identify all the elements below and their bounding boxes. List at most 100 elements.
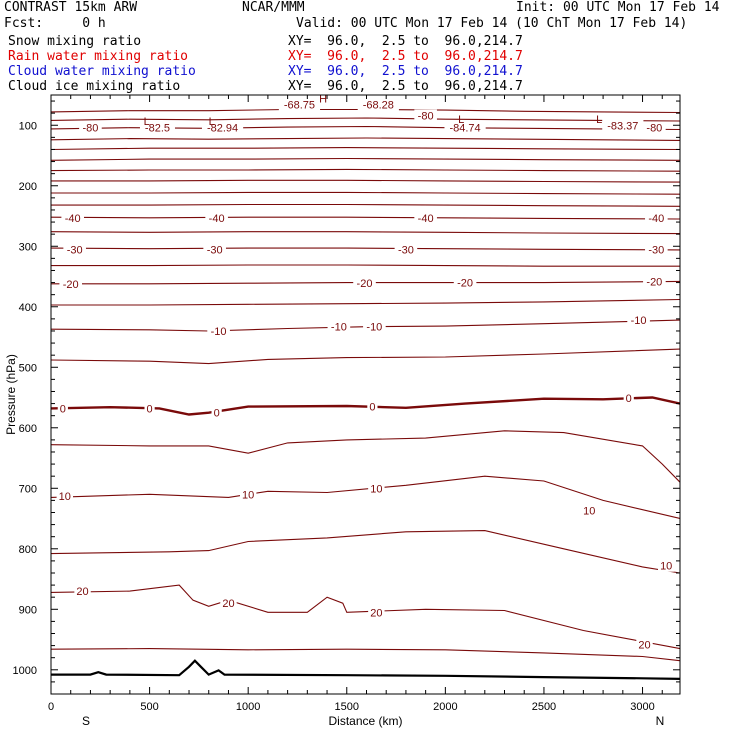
contour-label-bg [645,243,668,256]
y-tick-label: 800 [19,544,37,556]
field-xy-rain: XY= 96.0, 2.5 to 96.0,214.7 [288,49,523,64]
contour-label: -10 [331,322,347,334]
contour-label: -40 [65,213,81,225]
contour-label: -20 [63,279,79,291]
contour-label-bg [220,597,237,610]
contour-label-bg [203,243,226,256]
y-tick-label: 400 [19,302,37,314]
center-label: NCAR/MMM [242,0,305,15]
contour-label-bg [139,121,175,134]
contour-line [51,648,680,662]
contour-label: -30 [648,244,664,256]
contour-label: 0 [147,403,153,415]
contour-line [51,137,680,141]
valid-time: Valid: 00 UTC Mon 17 Feb 14 (10 ChT Mon … [296,16,688,31]
contour-label: -40 [648,213,664,225]
x-end-label: N [656,714,665,728]
contour-label-bg [207,324,230,337]
contour-label-bg [636,638,653,651]
x-tick-label: 3000 [630,701,654,713]
x-tick-label: 2500 [532,701,556,713]
y-tick-label: 900 [19,604,37,616]
contour-label-bg [239,488,257,501]
terrain-line [51,659,680,680]
contour-label-bg [278,98,321,111]
contour-line [51,584,680,650]
chart-title: CONTRAST 15km ARW [4,0,138,15]
contour-label: 10 [242,489,254,501]
contour-label-bg [144,402,155,415]
x-tick-label: 0 [48,701,54,713]
forecast-hour: Fcst: 0 h [4,16,106,31]
contour-label: -84.74 [449,123,480,135]
contour-label-bg [368,606,385,619]
contour-label-bg [627,314,650,327]
contour-label: -20 [457,278,473,290]
field-xy-snow: XY= 96.0, 2.5 to 96.0,214.7 [288,34,523,49]
contour-label-bg [79,121,102,134]
contour-line [51,191,680,195]
contour-line [51,247,680,251]
contour-label: 10 [583,506,595,518]
contour-label: -30 [207,244,223,256]
field-name-rain: Rain water mixing ratio [8,49,189,64]
field-xy-cloud-ice: XY= 96.0, 2.5 to 96.0,214.7 [288,79,523,94]
contour-label-bg [645,211,668,224]
contour-label: -10 [366,322,382,334]
y-tick-label: 1000 [13,665,37,677]
contour-label-bg [74,585,91,598]
y-tick-label: 500 [19,362,37,374]
contour-label-bg [414,109,437,122]
contour-label: -20 [357,278,373,290]
contour-line [51,168,680,172]
contour-line [51,348,680,365]
y-tick-label: 600 [19,423,37,435]
contour-label: -80 [418,111,434,123]
contour-label-bg [201,121,244,134]
contour-line [51,280,680,285]
contour-label: 20 [370,607,382,619]
contour-label: 0 [626,393,632,405]
contour-label-bg [353,277,376,290]
contour-label-bg [205,211,228,224]
x-axis-title: Distance (km) [328,714,402,728]
x-start-label: S [82,714,90,728]
contour-line [51,430,680,483]
contour-label-bg [394,243,418,256]
contour-label-bg [327,320,351,333]
extremum-marker: H [319,94,327,106]
contour-label-bg [657,559,675,572]
contour-label: 10 [660,561,672,573]
contour-label-bg [357,98,399,111]
y-tick-label: 200 [19,181,37,193]
contour-line [51,396,680,416]
contour-label: -10 [211,326,227,338]
contour-label: -40 [418,213,434,225]
contour-label-bg [211,406,222,419]
y-tick-label: 700 [19,483,37,495]
contour-label: 0 [60,403,66,415]
contour-label: 0 [369,402,375,414]
x-tick-label: 1500 [335,701,359,713]
extremum-marker: L [596,114,602,126]
contour-label: 0 [214,408,220,420]
contour-line [51,203,680,207]
extremum-marker: L [144,116,150,128]
contour-line [51,179,680,183]
contour-line [51,231,680,235]
contour-line [51,475,680,520]
plot-frame [50,94,681,695]
extremum-marker: L [458,114,464,126]
contour-label: -30 [67,244,83,256]
contour-label-bg [56,490,74,503]
contour-line [51,319,680,332]
contour-label: -20 [646,276,662,288]
field-name-cloud-ice: Cloud ice mixing ratio [8,79,181,94]
contour-label: -40 [209,213,225,225]
contour-label: -10 [631,315,647,327]
contour-label-bg [623,392,634,405]
contour-line [51,157,680,161]
extremum-marker: L [209,116,215,128]
contour-label: -82.5 [145,123,170,135]
